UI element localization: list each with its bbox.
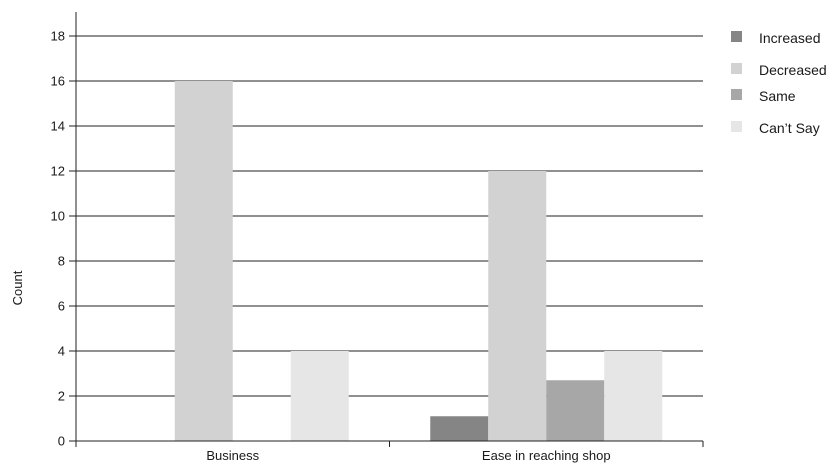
legend-label: Can’t Say — [759, 120, 820, 136]
y-tick-label: 10 — [51, 209, 65, 224]
y-tick-label: 16 — [51, 74, 65, 89]
y-axis-title: Count — [10, 270, 25, 305]
y-tick-label: 12 — [51, 164, 65, 179]
legend: Increased Decreased Same Can’t Say — [731, 30, 827, 136]
bar-can-t-say-0 — [290, 351, 349, 441]
bar-can-t-say-1 — [604, 351, 663, 441]
bar-decreased-0 — [174, 81, 233, 441]
x-category-label: Business — [206, 448, 259, 463]
bar-increased-1 — [430, 416, 489, 441]
x-axis-labels: Business Ease in reaching shop — [75, 441, 704, 463]
y-tick-label: 6 — [58, 299, 65, 314]
y-tick-label: 0 — [58, 434, 65, 449]
y-tick-label: 14 — [51, 119, 65, 134]
bar-same-1 — [546, 380, 605, 441]
legend-label: Increased — [759, 30, 820, 46]
bars — [174, 81, 663, 441]
y-tick-label: 2 — [58, 389, 65, 404]
y-axis-ticks: 0 2 4 6 8 10 12 14 16 18 — [51, 29, 76, 449]
legend-swatch — [731, 89, 742, 100]
legend-swatch — [731, 31, 742, 42]
legend-swatch — [731, 121, 742, 132]
legend-swatch — [731, 63, 742, 74]
legend-label: Same — [759, 88, 796, 104]
legend-label: Decreased — [759, 62, 827, 78]
x-category-label: Ease in reaching shop — [482, 448, 611, 463]
y-tick-label: 18 — [51, 29, 65, 44]
bar-decreased-1 — [488, 171, 547, 441]
y-tick-label: 8 — [58, 254, 65, 269]
y-tick-label: 4 — [58, 344, 65, 359]
gridlines — [76, 35, 703, 397]
